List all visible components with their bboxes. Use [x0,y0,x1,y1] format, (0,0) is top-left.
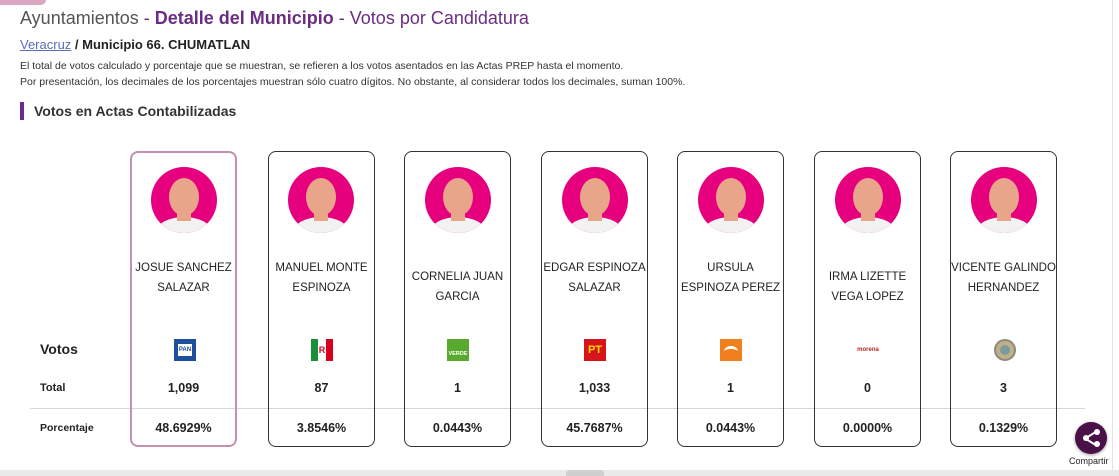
verde-logo-icon: VERDE [447,339,469,361]
candidate-total: 1,033 [578,381,611,395]
votos-row-label: Votos [40,341,78,357]
candidate-card[interactable] [404,151,511,447]
breadcrumb-separator: / [71,37,83,52]
candidate-card[interactable] [677,151,784,447]
candidate-percentage: 0.1329% [978,421,1029,435]
candidate-percentage: 0.0000% [842,421,893,435]
candidate-name: URSULA ESPINOZA PEREZ [680,262,781,294]
page-title: Ayuntamientos - Detalle del Municipio - … [20,8,529,29]
candidate-avatar [151,167,217,233]
candidate-card[interactable] [950,151,1057,447]
candidate-percentage: 3.8546% [296,421,347,435]
scroll-edge [1112,0,1113,476]
percentage-row-label: Porcentaje [40,422,94,434]
candidate-avatar [425,167,491,233]
title-section: Ayuntamientos [20,8,139,28]
title-separator: - [138,8,155,28]
pri-logo-icon: R [311,339,333,361]
candidate-avatar [971,167,1037,233]
horizontal-scrollbar[interactable] [0,470,1119,476]
movimiento-ciudadano-logo-icon [720,339,742,361]
share-icon [1094,429,1100,435]
candidate-card[interactable] [268,151,375,447]
candidate-total: 87 [314,381,329,395]
candidate-avatar [698,167,764,233]
share-label[interactable]: Compartir [1069,456,1109,466]
candidate-percentage: 48.6929% [155,421,212,435]
candidate-name: IRMA LIZETTE VEGA LOPEZ [828,271,907,303]
candidate-card[interactable] [814,151,921,447]
share-button[interactable] [1075,422,1107,454]
candidate-total: 1 [727,381,734,395]
candidate-name: EDGAR ESPINOZA SALAZAR [543,262,646,294]
candidate-total: 1,099 [167,381,200,395]
candidate-total: 1 [454,381,461,395]
pan-logo-icon: PAN [174,339,196,361]
candidate-avatar [835,167,901,233]
info-note: Por presentación, los decimales de los p… [20,76,686,88]
candidate-percentage: 0.0443% [705,421,756,435]
candidate-percentage: 45.7687% [566,421,623,435]
candidate-name: JOSUE SANCHEZ SALAZAR [135,262,232,294]
section-title: Votos en Actas Contabilizadas [20,102,236,120]
title-main: Detalle del Municipio [154,8,334,28]
candidate-avatar [562,167,628,233]
info-note: El total de votos calculado y porcentaje… [20,60,624,72]
breadcrumb-municipality: Municipio 66. CHUMATLAN [82,37,251,52]
pt-logo-icon: PT [584,339,606,361]
independiente-logo-icon [994,339,1016,361]
candidate-name: CORNELIA JUAN GARCIA [411,271,504,303]
morena-logo-icon: morena [857,347,879,353]
row-divider [30,408,1085,409]
candidate-card[interactable] [541,151,648,447]
candidate-percentage: 0.0443% [432,421,483,435]
title-subtitle: Votos por Candidatura [349,8,529,28]
title-separator-2: - [333,8,350,28]
breadcrumb: Veracruz / Municipio 66. CHUMATLAN [20,37,250,52]
top-corner-tab [0,0,46,5]
candidate-card[interactable] [130,151,237,447]
candidate-avatar [288,167,354,233]
candidate-name: VICENTE GALINDO HERNANDEZ [951,262,1056,294]
total-row-label: Total [40,382,66,394]
candidate-total: 0 [864,381,871,395]
breadcrumb-state-link[interactable]: Veracruz [20,37,72,52]
candidate-total: 3 [1000,381,1007,395]
candidate-name: MANUEL MONTE ESPINOZA [275,262,368,294]
